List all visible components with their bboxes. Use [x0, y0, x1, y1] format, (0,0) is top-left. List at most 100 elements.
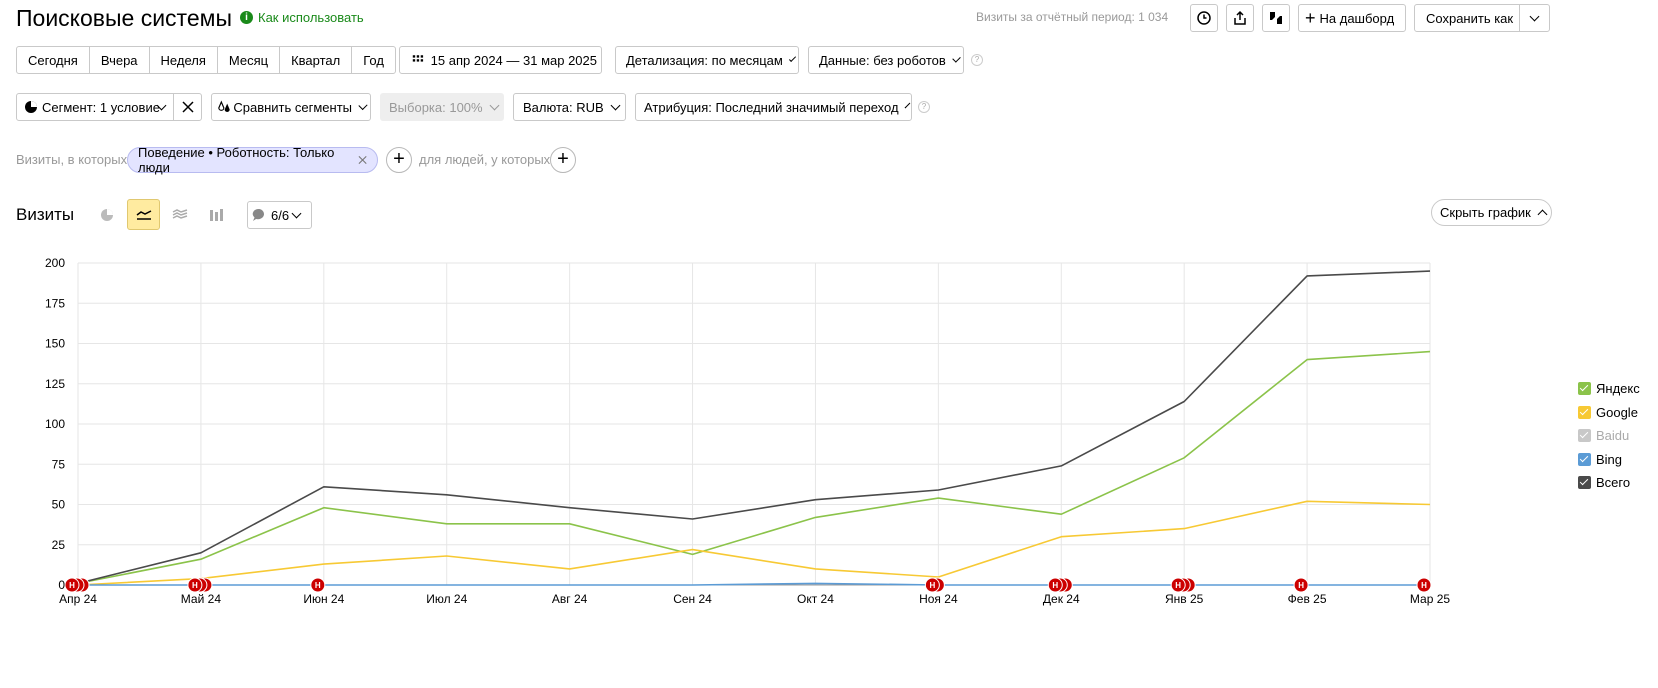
segment-dropdown[interactable]: Сегмент: 1 условие [16, 93, 202, 121]
chart-type-pie-button[interactable] [94, 202, 120, 228]
annotation-marker[interactable]: Н [64, 577, 80, 593]
annotation-marker[interactable] [74, 577, 90, 593]
x-tick-label: Апр 24 [59, 592, 97, 606]
export-button[interactable] [1226, 4, 1254, 32]
info-icon: i [240, 11, 253, 24]
sample-label: Выборка: 100% [389, 99, 483, 115]
chart-type-line-button[interactable] [127, 199, 160, 230]
legend-item-yandex[interactable]: Яндекс [1578, 381, 1640, 396]
checkbox-icon[interactable] [1578, 452, 1591, 466]
chevron-down-icon [952, 53, 961, 63]
segment-label: Сегмент: 1 условие [42, 99, 160, 115]
checkbox-icon[interactable] [1578, 476, 1591, 489]
period-yesterday[interactable]: Вчера [90, 47, 150, 73]
period-selector: Сегодня Вчера Неделя Месяц Квартал Год [16, 46, 396, 74]
help-icon[interactable]: ? [971, 54, 983, 66]
annotation-marker[interactable]: Н [924, 577, 940, 593]
page-title: Поисковые системы [16, 5, 232, 31]
annotation-marker[interactable]: Н [1170, 577, 1186, 593]
date-range-picker[interactable]: 15 апр 2024 — 31 мар 2025 [399, 46, 602, 74]
filter-condition-chip[interactable]: Поведение • Роботность: Только люди [127, 145, 378, 175]
period-week[interactable]: Неделя [150, 47, 218, 73]
legend-item-bing[interactable]: Bing [1578, 452, 1622, 467]
legend-label: Baidu [1596, 428, 1630, 443]
series-line-yandex[interactable] [77, 350, 1431, 585]
save-as-dropdown[interactable] [1519, 5, 1549, 31]
annotation-marker[interactable] [929, 577, 945, 593]
calendar-icon [412, 55, 424, 62]
compare-segments-dropdown[interactable]: Сравнить сегменты [211, 93, 371, 121]
period-quarter[interactable]: Квартал [280, 47, 353, 73]
checkbox-icon[interactable] [1578, 429, 1591, 442]
annotation-marker[interactable] [1052, 577, 1068, 593]
period-year[interactable]: Год [363, 52, 384, 68]
hide-chart-button[interactable]: Скрыть график [1431, 199, 1552, 226]
detail-label: Детализация: по месяцам [626, 52, 783, 68]
close-icon[interactable] [358, 155, 367, 165]
annotation-marker[interactable]: Н [310, 577, 326, 593]
annotation-marker[interactable] [1175, 577, 1191, 593]
compare-segments-label: Сравнить сегменты [233, 99, 352, 115]
annotation-marker[interactable] [1057, 577, 1073, 593]
checkbox-icon[interactable] [1578, 382, 1591, 395]
chart-type-bar-button[interactable] [204, 202, 230, 228]
save-as-button[interactable]: Сохранить как [1414, 4, 1550, 32]
segment-clear-button[interactable] [173, 94, 201, 120]
svg-text:Н: Н [1298, 581, 1304, 590]
feedback-button[interactable] [1262, 4, 1290, 32]
annotation-marker[interactable]: Н [187, 577, 203, 593]
x-tick-label: Май 24 [181, 592, 222, 606]
data-filter-dropdown[interactable]: Данные: без роботов [808, 46, 964, 74]
series-line-total[interactable] [77, 270, 1431, 585]
filter-condition-label: Поведение • Роботность: Только люди [138, 145, 335, 175]
legend-item-total[interactable]: Всего [1578, 475, 1630, 490]
annotation-marker[interactable]: Н [1416, 577, 1432, 593]
currency-dropdown[interactable]: Валюта: RUB [513, 93, 626, 121]
series-line-google[interactable] [77, 500, 1431, 586]
annotation-marker[interactable] [192, 577, 208, 593]
chevron-down-icon [358, 100, 368, 110]
to-dashboard-button[interactable]: + На дашборд [1298, 4, 1406, 32]
annotation-marker[interactable] [197, 577, 213, 593]
chevron-down-icon [1529, 11, 1540, 21]
series-line-bing[interactable] [78, 582, 1430, 586]
y-tick-label: 125 [45, 377, 65, 391]
legend-item-google[interactable]: Google [1578, 405, 1638, 420]
area-chart-icon [172, 209, 188, 219]
x-tick-label: Окт 24 [797, 592, 834, 606]
y-tick-label: 150 [45, 337, 65, 351]
close-icon [181, 101, 194, 113]
x-tick-label: Фев 25 [1288, 592, 1327, 606]
help-icon[interactable]: ? [918, 101, 930, 113]
y-tick-label: 0 [58, 578, 65, 592]
how-to-use-link[interactable]: i Как использовать [240, 10, 364, 25]
period-month[interactable]: Месяц [218, 47, 281, 73]
annotation-marker[interactable] [69, 577, 85, 593]
chart-type-area-button[interactable] [167, 202, 193, 228]
chevron-down-icon [788, 54, 797, 62]
x-tick-label: Янв 25 [1165, 592, 1204, 606]
attribution-dropdown[interactable]: Атрибуция: Последний значимый переход [635, 93, 912, 121]
legend-label: Bing [1596, 451, 1623, 467]
annotations-dropdown[interactable]: 6/6 [247, 201, 312, 229]
x-tick-label: Авг 24 [552, 592, 588, 606]
checkbox-icon[interactable] [1578, 405, 1591, 419]
annotation-marker[interactable]: Н [1047, 577, 1063, 593]
annotation-marker[interactable] [1180, 577, 1196, 593]
legend-item-baidu[interactable]: Baidu [1578, 428, 1629, 443]
x-tick-label: Мар 25 [1410, 592, 1450, 606]
currency-label: Валюта: RUB [523, 99, 604, 115]
sample-dropdown[interactable]: Выборка: 100% [380, 93, 504, 121]
y-tick-label: 25 [52, 538, 66, 552]
detail-dropdown[interactable]: Детализация: по месяцам [615, 46, 799, 74]
history-button[interactable] [1190, 4, 1218, 32]
x-tick-label: Июн 24 [303, 592, 344, 606]
annotation-marker[interactable]: Н [1293, 577, 1309, 593]
add-visit-condition-button[interactable]: + [386, 147, 412, 173]
period-today[interactable]: Сегодня [17, 47, 90, 73]
how-to-use-label: Как использовать [258, 10, 364, 25]
add-people-condition-button[interactable]: + [550, 147, 576, 173]
y-tick-label: 75 [52, 457, 66, 471]
thumbs-icon [1270, 12, 1282, 24]
chevron-down-icon [904, 102, 910, 108]
